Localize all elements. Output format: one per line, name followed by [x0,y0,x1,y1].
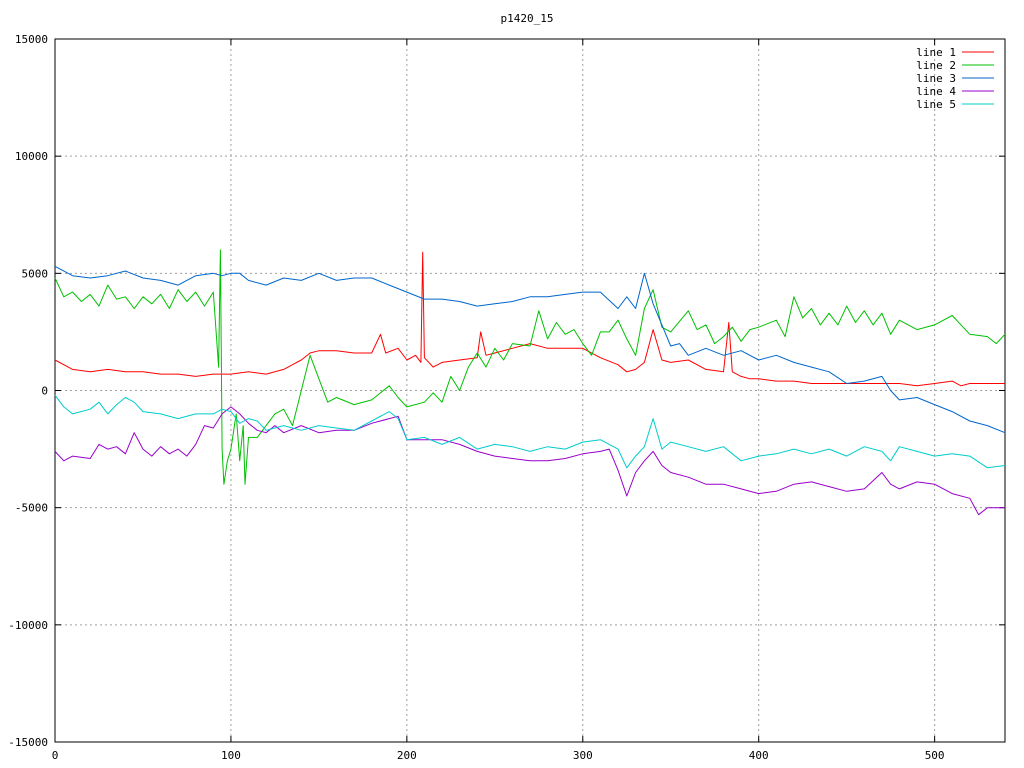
y-tick-label: -15000 [8,736,48,749]
grid-layer [55,39,1005,742]
x-tick-label: 500 [925,749,945,762]
series-line-3-line [54,265,1006,434]
x-tick-label: 0 [52,749,59,762]
legend-label-line-1: line 1 [916,46,956,59]
legend-label-line-2: line 2 [916,59,956,72]
y-tick-label: -5000 [15,502,48,515]
axis-layer: -15000 -10000 -5000 0 5000 10000 15000 0 100 200 3… [8,33,1005,762]
series-line-2-line [54,249,1006,485]
x-tick-label: 100 [221,749,241,762]
chart-title: p1420_15 [501,12,554,25]
series-line-5-line [54,394,1006,469]
y-tick-label: 10000 [15,150,48,163]
x-tick-label: 400 [749,749,769,762]
series-line-4-line [54,406,1005,516]
legend-label-line-4: line 4 [916,85,956,98]
y-tick-label: -10000 [8,619,48,632]
x-tick-label: 300 [573,749,593,762]
x-tick-label: 200 [397,749,417,762]
y-tick-label: 0 [41,385,48,398]
y-tick-label: 15000 [15,33,48,46]
legend-label-line-5: line 5 [916,98,956,111]
legend-label-line-3: line 3 [916,72,956,85]
y-tick-label: 5000 [22,267,49,280]
series-line-1-line [54,251,1005,387]
series-layer [54,249,1006,516]
